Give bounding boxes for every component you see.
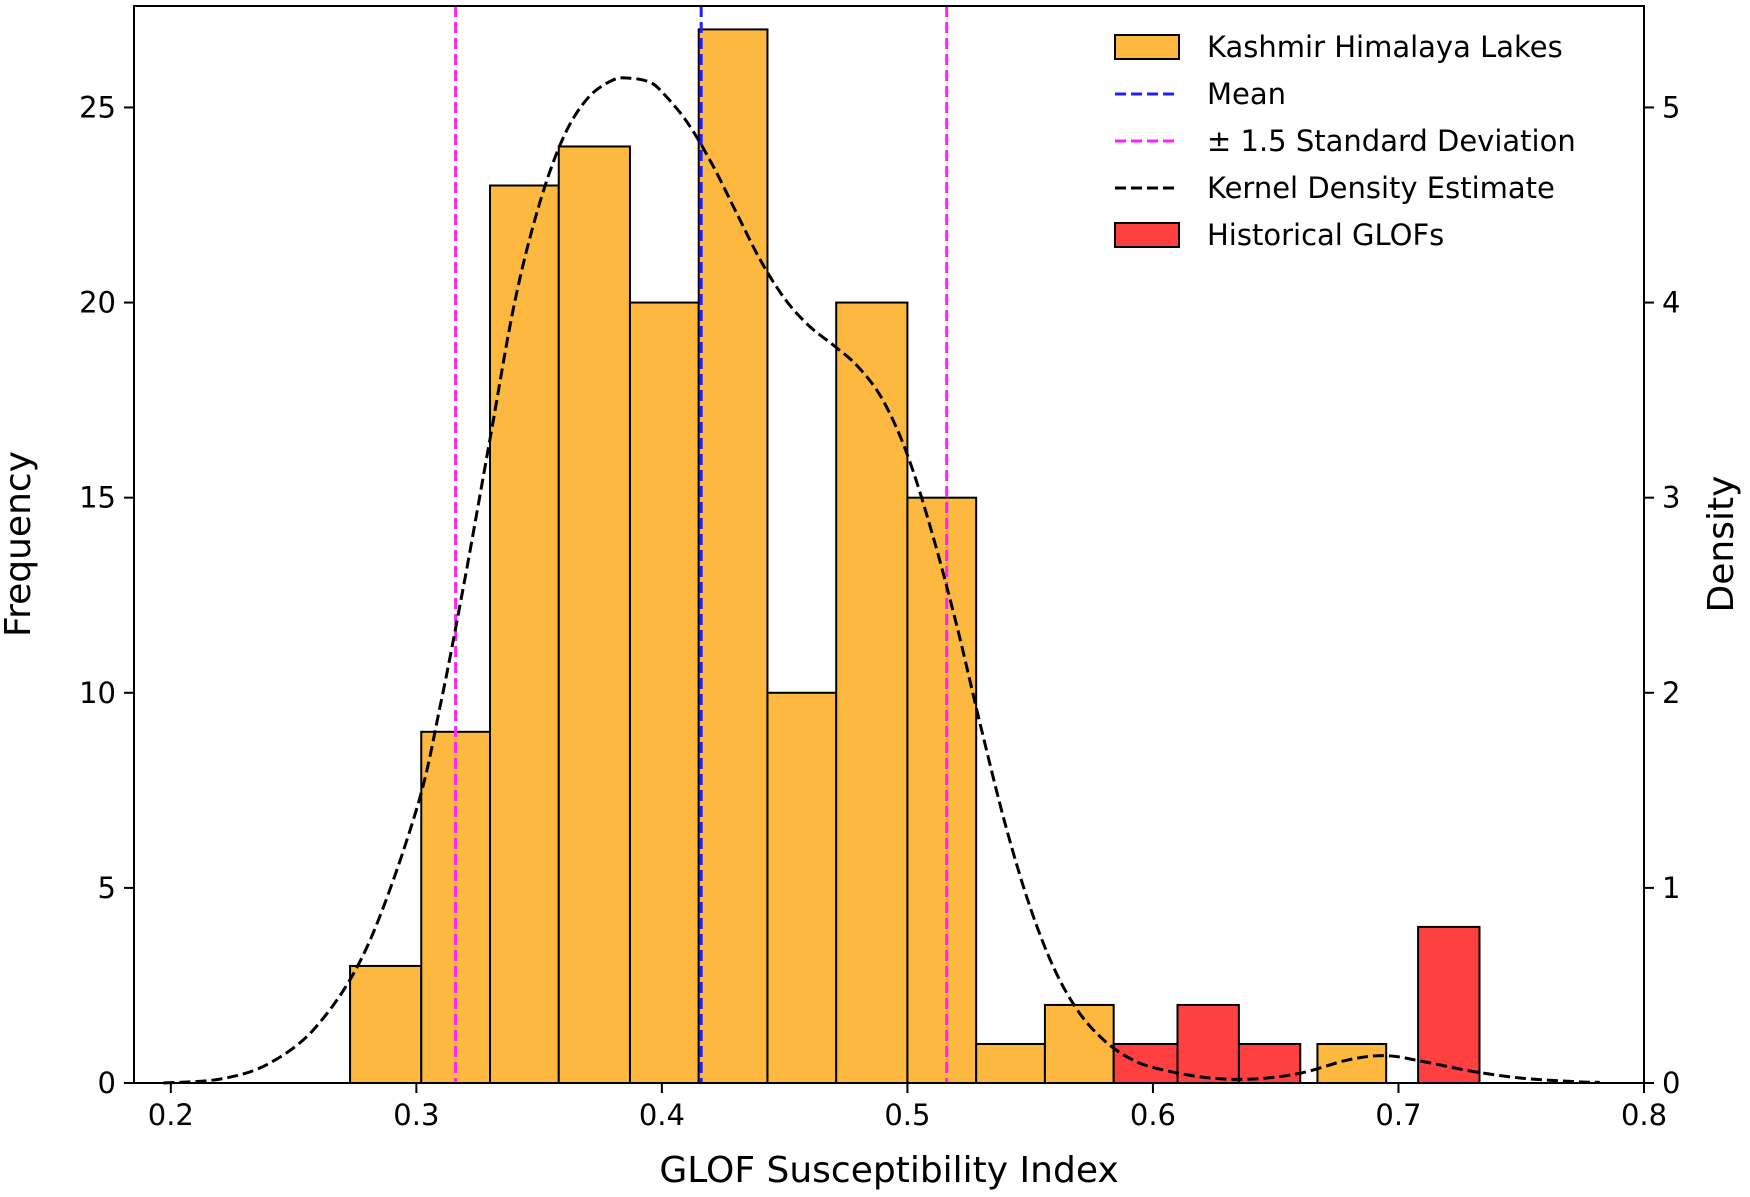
y-tick-label-left: 20 (79, 286, 116, 320)
lake-bar-10 (1043, 1003, 1115, 1085)
lake-bar-8 (906, 496, 978, 1085)
legend-label-4: Historical GLOFs (1207, 218, 1444, 252)
legend-label-3: Kernel Density Estimate (1207, 171, 1555, 205)
x-tick-label: 0.7 (1375, 1098, 1421, 1132)
y-tick-label-right: 2 (1662, 676, 1680, 710)
y-tick-label-right: 0 (1662, 1066, 1680, 1100)
axes-layer (133, 5, 1645, 1084)
x-tick-label: 0.4 (639, 1098, 685, 1132)
y-tick-label-left: 25 (79, 90, 116, 124)
lake-bar-6 (766, 691, 838, 1084)
legend-label-2: ± 1.5 Standard Deviation (1207, 124, 1576, 158)
legend-label-1: Mean (1207, 77, 1286, 111)
x-tick-label: 0.6 (1130, 1098, 1176, 1132)
y-tick-label-left: 0 (98, 1066, 116, 1100)
lake-bar-11 (1316, 1042, 1388, 1085)
y-tick-label-left: 10 (79, 676, 116, 710)
y-tick-label-right: 1 (1662, 871, 1680, 905)
lake-bar-7 (835, 301, 909, 1084)
x-tick-label: 0.5 (884, 1098, 930, 1132)
lake-bar-3 (557, 145, 631, 1084)
y-axis-title-left: Frequency (0, 451, 39, 637)
lake-bar-5 (697, 28, 769, 1084)
x-tick-label: 0.8 (1621, 1098, 1667, 1132)
y-tick-label-right: 4 (1662, 286, 1680, 320)
legend-label-0: Kashmir Himalaya Lakes (1207, 30, 1563, 64)
y-tick-label-left: 15 (79, 481, 116, 515)
lake-bar-0 (349, 964, 423, 1084)
y-axis-title-right: Density (1701, 476, 1742, 613)
lines-layer (163, 6, 1600, 1085)
legend: Kashmir Himalaya Lakes Mean ± 1.5 Standard… (1114, 30, 1576, 252)
glof-bar-0 (1112, 1042, 1179, 1085)
y-tick-label-right: 5 (1662, 90, 1680, 124)
lake-bar-9 (975, 1042, 1046, 1085)
x-tick-label: 0.2 (148, 1098, 194, 1132)
plot-frame (133, 5, 1645, 1084)
legend-swatch-4 (1114, 222, 1180, 248)
x-tick-label: 0.3 (393, 1098, 439, 1132)
kde-curve (163, 76, 1600, 1085)
glof-bar-1 (1176, 1003, 1240, 1085)
legend-swatch-0 (1114, 34, 1180, 60)
x-axis-title: GLOF Susceptibility Index (659, 1150, 1118, 1191)
glof-bar-3 (1417, 925, 1481, 1084)
lake-bar-2 (489, 184, 560, 1084)
lake-bar-4 (628, 301, 700, 1084)
y-tick-label-left: 5 (98, 871, 116, 905)
y-tick-label-right: 3 (1662, 481, 1680, 515)
